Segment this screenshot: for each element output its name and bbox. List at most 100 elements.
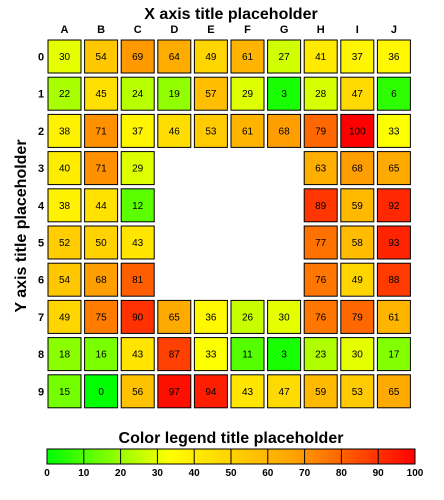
cell-value-label: 30: [352, 350, 364, 361]
cell-value-label: 6: [391, 89, 397, 100]
heatmap-cell: [303, 262, 338, 297]
heatmap-cell: [84, 151, 119, 186]
cell-value-label: 68: [279, 126, 291, 137]
cell-value-label: 59: [352, 201, 364, 212]
cell-value-label: 45: [96, 89, 108, 100]
legend-tick-label: 30: [152, 468, 164, 479]
heatmap-cell: [376, 151, 411, 186]
cell-value-label: 79: [352, 312, 364, 323]
cell-value-label: 68: [96, 275, 108, 286]
legend-tick-label: 50: [225, 468, 237, 479]
heatmap-cell: [193, 113, 228, 148]
heatmap-cell: [193, 299, 228, 334]
column-label: G: [280, 24, 289, 36]
heatmap-cell: [303, 225, 338, 260]
heatmap-cell: [120, 225, 155, 260]
heatmap-cell: [230, 76, 265, 111]
heatmap-cell: [193, 337, 228, 372]
legend-tick-label: 60: [262, 468, 274, 479]
heatmap-cell: [193, 76, 228, 111]
cell-value-label: 36: [205, 312, 217, 323]
heatmap-cell: [84, 225, 119, 260]
cell-value-label: 69: [132, 52, 144, 63]
heatmap-cell: [47, 39, 82, 74]
row-label: 9: [38, 386, 44, 398]
cell-value-label: 47: [279, 387, 291, 398]
heatmap-cell: [120, 299, 155, 334]
column-label: A: [61, 24, 69, 36]
y-axis-title: Y axis title placeholder: [13, 139, 30, 312]
cell-value-label: 3: [281, 89, 287, 100]
heatmap-cell: [47, 113, 82, 148]
cell-value-label: 79: [315, 126, 327, 137]
column-label: J: [391, 24, 397, 36]
cell-value-label: 43: [242, 387, 254, 398]
heatmap-cell: [230, 299, 265, 334]
cell-value-label: 76: [315, 312, 327, 323]
cell-value-label: 57: [205, 89, 217, 100]
column-tick-labels: A B C D E F G H I J: [61, 24, 397, 36]
row-label: 4: [38, 200, 45, 212]
cell-value-label: 75: [96, 312, 108, 323]
column-label: H: [317, 24, 325, 36]
heatmap-cell: [84, 374, 119, 409]
cell-value-label: 64: [169, 52, 181, 63]
heatmap-cell: [157, 337, 192, 372]
heatmap-cell: [340, 76, 375, 111]
cell-value-label: 100: [349, 126, 366, 137]
heatmap-cell: [303, 299, 338, 334]
column-label: E: [207, 24, 214, 36]
cell-value-label: 12: [132, 201, 144, 212]
heatmap-cell: [157, 113, 192, 148]
cell-value-label: 54: [96, 52, 108, 63]
cell-value-label: 52: [59, 238, 71, 249]
heatmap-cell: [267, 39, 302, 74]
row-label: 2: [38, 126, 44, 138]
x-axis-title: X axis title placeholder: [144, 6, 317, 23]
cell-value-label: 3: [281, 350, 287, 361]
heatmap-cell: [340, 262, 375, 297]
heatmap-cell: [340, 39, 375, 74]
cell-value-label: 37: [132, 126, 144, 137]
heatmap-cell: [267, 76, 302, 111]
cell-value-label: 40: [59, 164, 71, 175]
cell-value-label: 0: [98, 387, 104, 398]
heatmap-cell: [303, 76, 338, 111]
cell-value-label: 53: [352, 387, 364, 398]
cell-value-label: 27: [279, 52, 291, 63]
row-label: 7: [38, 312, 44, 324]
heatmap-cell: [157, 374, 192, 409]
heatmap-cell: [303, 337, 338, 372]
row-label: 8: [38, 349, 44, 361]
heatmap-cell: [267, 374, 302, 409]
cell-value-label: 97: [169, 387, 181, 398]
column-label: B: [97, 24, 105, 36]
heatmap-cell: [47, 299, 82, 334]
cell-value-label: 36: [388, 52, 400, 63]
color-legend: 0 10 20 30 40 50 60 70 80 90 100: [44, 448, 424, 479]
heatmap-cell: [84, 262, 119, 297]
heatmap-cell: [120, 113, 155, 148]
heatmap-cell: [340, 374, 375, 409]
heatmap-cell: [120, 262, 155, 297]
cell-value-label: 65: [388, 387, 400, 398]
cell-value-label: 49: [352, 275, 364, 286]
heatmap-cell: [303, 113, 338, 148]
cell-value-label: 59: [315, 387, 327, 398]
heatmap-cell: [230, 337, 265, 372]
cell-value-label: 43: [132, 238, 144, 249]
heatmap-cell: [230, 374, 265, 409]
row-label: 1: [38, 89, 44, 101]
heatmap-cell: [303, 374, 338, 409]
cell-value-label: 49: [59, 312, 71, 323]
cell-value-label: 44: [96, 201, 108, 212]
cell-value-label: 18: [59, 350, 71, 361]
cell-value-label: 43: [132, 350, 144, 361]
cell-value-label: 53: [205, 126, 217, 137]
legend-tick-label: 10: [78, 468, 90, 479]
cell-value-label: 68: [352, 164, 364, 175]
legend-tick-label: 0: [44, 468, 50, 479]
cell-value-label: 29: [242, 89, 254, 100]
heatmap-cell: [376, 113, 411, 148]
